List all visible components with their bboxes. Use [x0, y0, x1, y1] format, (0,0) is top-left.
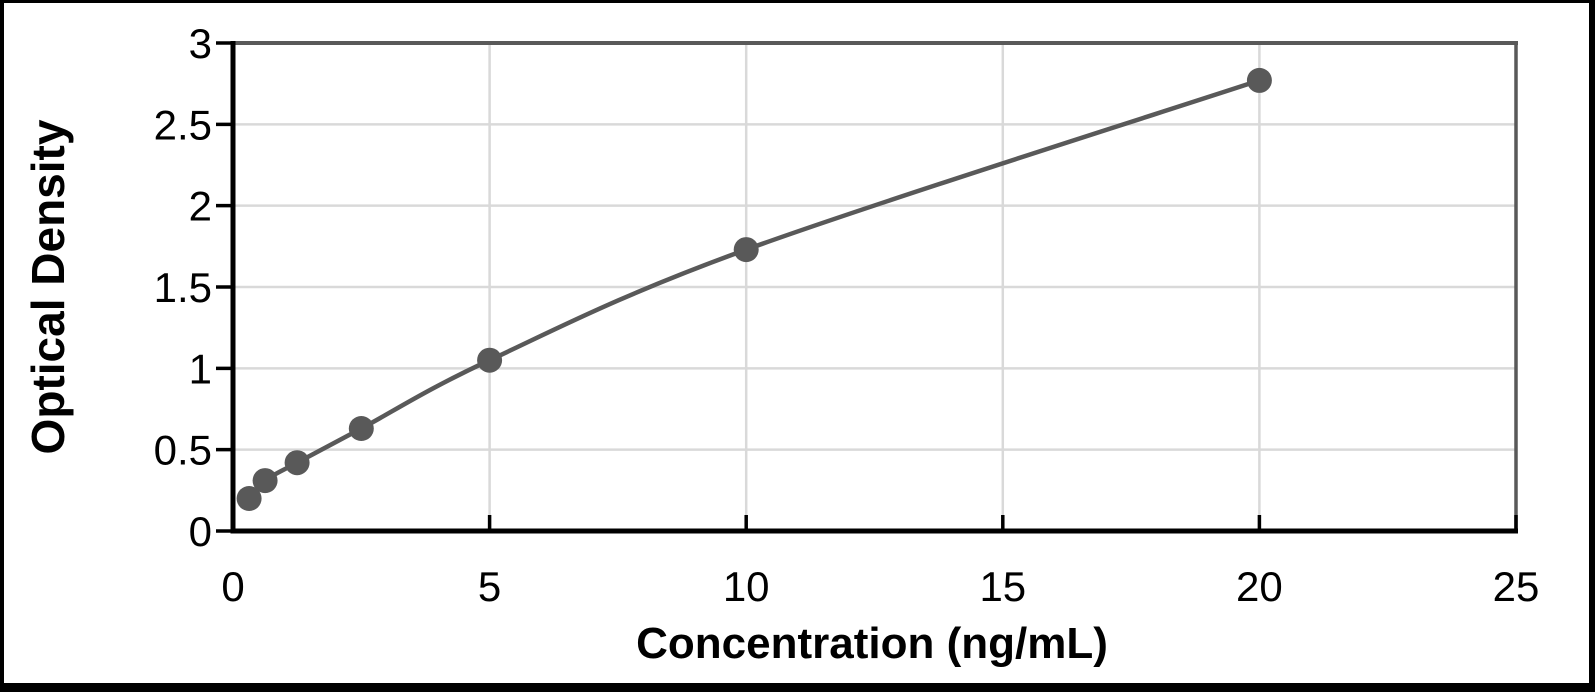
x-tick-label: 10 — [723, 563, 770, 610]
chart-panel — [4, 3, 1589, 683]
x-tick-label: 15 — [979, 563, 1026, 610]
series-line — [247, 78, 1261, 500]
x-tick-label: 0 — [221, 563, 244, 610]
x-tick-label: 5 — [478, 563, 501, 610]
data-point — [284, 450, 310, 476]
tick-marks — [216, 41, 1518, 533]
y-tick-label: 1 — [189, 345, 212, 392]
y-tick-label: 1.5 — [154, 264, 212, 311]
plot-border — [233, 41, 1518, 531]
data-point — [477, 347, 503, 373]
data-point — [733, 237, 759, 263]
x-tick-label: 20 — [1236, 563, 1283, 610]
x-axis-title: Concentration (ng/mL) — [636, 619, 1108, 668]
data-point — [1246, 67, 1272, 93]
data-point — [252, 468, 278, 494]
y-tick-label: 0 — [189, 508, 212, 555]
gridlines — [233, 43, 1516, 531]
y-tick-label: 3 — [189, 20, 212, 67]
data-series — [236, 67, 1272, 511]
y-axis-title: Optical Density — [22, 119, 74, 454]
y-tick-label: 0.5 — [154, 427, 212, 474]
x-tick-label: 25 — [1493, 563, 1540, 610]
y-tick-label: 2 — [189, 183, 212, 230]
data-point — [348, 416, 374, 441]
y-tick-label: 2.5 — [154, 101, 212, 148]
tick-labels: 0 5 10 15 20 25 0 0.5 1 1.5 2 2.5 3 — [154, 20, 1540, 610]
data-point — [236, 486, 262, 511]
